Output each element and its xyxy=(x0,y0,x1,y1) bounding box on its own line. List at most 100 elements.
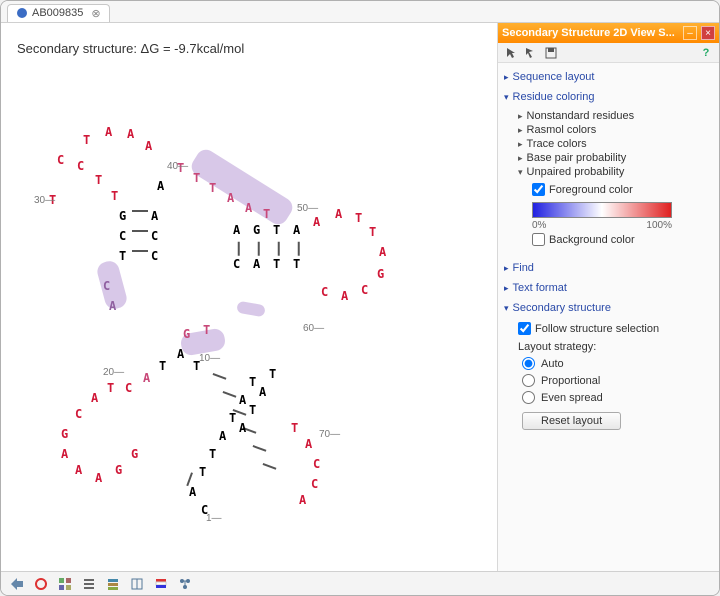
sb-book-icon[interactable] xyxy=(129,576,145,592)
residue[interactable]: A xyxy=(61,447,68,461)
residue[interactable]: T xyxy=(273,257,280,271)
residue[interactable]: A xyxy=(143,371,150,385)
residue[interactable]: C xyxy=(233,257,240,271)
residue[interactable]: G xyxy=(377,267,384,281)
residue[interactable]: C xyxy=(321,285,328,299)
residue[interactable]: T xyxy=(119,249,126,263)
section-text-format[interactable]: Text format xyxy=(504,278,713,298)
residue[interactable]: A xyxy=(145,139,152,153)
layout-auto-radio[interactable]: Auto xyxy=(518,355,713,372)
residue[interactable]: C xyxy=(75,407,82,421)
residue[interactable]: A xyxy=(305,437,312,451)
residue[interactable]: A xyxy=(157,179,164,193)
residue[interactable]: T xyxy=(263,207,270,221)
residue[interactable]: A xyxy=(313,215,320,229)
residue[interactable]: G xyxy=(61,427,68,441)
residue[interactable]: T xyxy=(83,133,90,147)
residue[interactable]: T xyxy=(199,465,206,479)
save-preset-icon[interactable] xyxy=(544,46,558,60)
residue[interactable]: T xyxy=(111,189,118,203)
residue[interactable]: A xyxy=(151,209,158,223)
cursor-tool-icon[interactable] xyxy=(504,46,518,60)
residue[interactable]: T xyxy=(229,411,236,425)
help-icon[interactable]: ? xyxy=(699,46,713,60)
sub-bpp[interactable]: Base pair probability xyxy=(518,151,713,165)
residue[interactable]: A xyxy=(239,421,246,435)
residue[interactable]: A xyxy=(75,463,82,477)
follow-selection-checkbox[interactable] xyxy=(518,322,531,335)
residue[interactable]: A xyxy=(341,289,348,303)
residue[interactable]: A xyxy=(219,429,226,443)
residue[interactable]: T xyxy=(293,257,300,271)
residue[interactable]: T xyxy=(273,223,280,237)
residue[interactable]: A xyxy=(189,485,196,499)
residue[interactable]: C xyxy=(361,283,368,297)
residue[interactable]: G xyxy=(183,327,190,341)
residue[interactable]: T xyxy=(291,421,298,435)
section-secondary-structure[interactable]: Secondary structure xyxy=(504,298,713,318)
residue[interactable]: G xyxy=(115,463,122,477)
sb-flag-icon[interactable] xyxy=(153,576,169,592)
layout-even-radio[interactable]: Even spread xyxy=(518,389,713,406)
residue[interactable]: A xyxy=(293,223,300,237)
sub-nonstandard[interactable]: Nonstandard residues xyxy=(518,109,713,123)
residue[interactable]: G xyxy=(253,223,260,237)
sub-unpaired[interactable]: Unpaired probability xyxy=(518,165,713,179)
residue[interactable]: A xyxy=(95,471,102,485)
bg-color-checkbox[interactable] xyxy=(532,233,545,246)
residue[interactable]: A xyxy=(91,391,98,405)
residue[interactable]: C xyxy=(103,279,110,293)
section-residue-coloring[interactable]: Residue coloring xyxy=(504,87,713,107)
residue[interactable]: C xyxy=(151,249,158,263)
reset-layout-button[interactable]: Reset layout xyxy=(522,412,621,430)
residue[interactable]: C xyxy=(151,229,158,243)
residue[interactable]: A xyxy=(177,347,184,361)
residue[interactable]: C xyxy=(311,477,318,491)
residue[interactable]: T xyxy=(249,375,256,389)
residue[interactable]: T xyxy=(209,181,216,195)
residue[interactable]: A xyxy=(239,393,246,407)
fg-color-check[interactable]: Foreground color xyxy=(532,181,713,198)
residue[interactable]: A xyxy=(299,493,306,507)
section-find[interactable]: Find xyxy=(504,258,713,278)
residue[interactable]: A xyxy=(259,385,266,399)
sb-record-icon[interactable] xyxy=(33,576,49,592)
residue[interactable]: A xyxy=(227,191,234,205)
residue[interactable]: C xyxy=(77,159,84,173)
residue[interactable]: A xyxy=(379,245,386,259)
tab-close-icon[interactable]: ⊗ xyxy=(91,7,100,20)
sb-grid-icon[interactable] xyxy=(57,576,73,592)
residue[interactable]: C xyxy=(313,457,320,471)
sub-rasmol[interactable]: Rasmol colors xyxy=(518,123,713,137)
residue[interactable]: T xyxy=(209,447,216,461)
residue[interactable]: A xyxy=(127,127,134,141)
sb-structure-icon[interactable] xyxy=(177,576,193,592)
sub-trace[interactable]: Trace colors xyxy=(518,137,713,151)
residue[interactable]: A xyxy=(335,207,342,221)
fg-color-checkbox[interactable] xyxy=(532,183,545,196)
residue[interactable]: T xyxy=(269,367,276,381)
residue[interactable]: A xyxy=(253,257,260,271)
minimize-icon[interactable]: – xyxy=(683,26,697,40)
residue[interactable]: T xyxy=(203,323,210,337)
residue[interactable]: T xyxy=(355,211,362,225)
residue[interactable]: T xyxy=(107,381,114,395)
structure-canvas[interactable]: Secondary structure: ΔG = -9.7kcal/mol C… xyxy=(1,23,497,571)
sb-nav-icon[interactable] xyxy=(9,576,25,592)
sb-list-icon[interactable] xyxy=(81,576,97,592)
select-tool-icon[interactable] xyxy=(524,46,538,60)
residue[interactable]: T xyxy=(159,359,166,373)
document-tab[interactable]: AB009835 ⊗ xyxy=(7,4,110,22)
residue[interactable]: C xyxy=(119,229,126,243)
residue[interactable]: C xyxy=(125,381,132,395)
follow-selection-check[interactable]: Follow structure selection xyxy=(518,320,713,337)
residue[interactable]: C xyxy=(57,153,64,167)
residue[interactable]: T xyxy=(95,173,102,187)
bg-color-check[interactable]: Background color xyxy=(532,231,713,248)
residue[interactable]: A xyxy=(109,299,116,313)
residue[interactable]: T xyxy=(193,171,200,185)
sb-align-icon[interactable] xyxy=(105,576,121,592)
residue[interactable]: G xyxy=(119,209,126,223)
residue[interactable]: T xyxy=(369,225,376,239)
layout-proportional-radio[interactable]: Proportional xyxy=(518,372,713,389)
